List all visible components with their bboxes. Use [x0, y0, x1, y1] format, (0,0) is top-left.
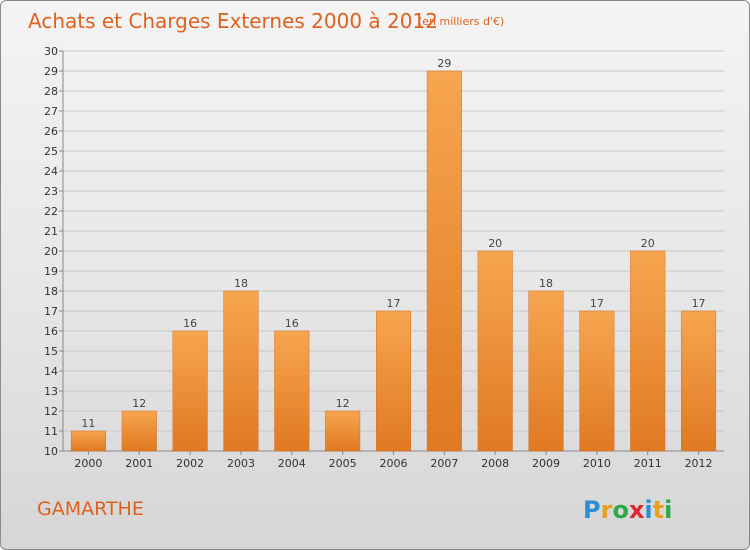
- y-tick-label: 15: [44, 345, 58, 358]
- y-tick-label: 17: [44, 305, 58, 318]
- y-tick-label: 10: [44, 445, 58, 458]
- y-tick-label: 21: [44, 225, 58, 238]
- x-tick-label-2000: 2000: [74, 457, 102, 470]
- chart-subtitle: (en milliers d'€): [418, 15, 504, 28]
- bar-2007: [426, 70, 462, 452]
- data-label-2002: 16: [183, 317, 197, 330]
- logo-letter: i: [644, 496, 652, 524]
- x-tick-label-2005: 2005: [329, 457, 357, 470]
- data-label-2005: 12: [336, 397, 350, 410]
- y-tick-label: 25: [44, 145, 58, 158]
- proxiti-logo: Proxiti: [583, 496, 672, 524]
- y-tick-label: 30: [44, 45, 58, 58]
- bar-2009: [528, 290, 564, 452]
- y-tick-label: 29: [44, 65, 58, 78]
- y-tick-label: 12: [44, 405, 58, 418]
- chart-title: Achats et Charges Externes 2000 à 2012: [28, 9, 438, 33]
- bar-2003: [223, 290, 259, 452]
- bar-2004: [274, 330, 310, 452]
- x-tick-label-2006: 2006: [380, 457, 408, 470]
- x-tick-label-2008: 2008: [481, 457, 509, 470]
- bar-2012: [681, 310, 717, 452]
- bar-2010: [579, 310, 615, 452]
- y-tick-label: 14: [44, 365, 58, 378]
- x-tick-label-2002: 2002: [176, 457, 204, 470]
- y-tick-label: 16: [44, 325, 58, 338]
- x-tick-label-2010: 2010: [583, 457, 611, 470]
- logo-letter: t: [653, 496, 664, 524]
- data-label-2010: 17: [590, 297, 604, 310]
- y-tick-label: 23: [44, 185, 58, 198]
- y-tick-label: 20: [44, 245, 58, 258]
- data-label-2001: 12: [132, 397, 146, 410]
- x-tick-label-2012: 2012: [685, 457, 713, 470]
- y-tick-label: 28: [44, 85, 58, 98]
- data-label-2006: 17: [387, 297, 401, 310]
- bar-2008: [477, 250, 513, 452]
- y-tick-label: 13: [44, 385, 58, 398]
- y-tick-label: 26: [44, 125, 58, 138]
- x-tick-label-2007: 2007: [430, 457, 458, 470]
- logo-letter: o: [612, 496, 629, 524]
- data-label-2003: 18: [234, 277, 248, 290]
- bar-2002: [172, 330, 208, 452]
- y-tick-label: 19: [44, 265, 58, 278]
- bar-2011: [630, 250, 666, 452]
- data-label-2007: 29: [437, 57, 451, 70]
- y-tick-label: 11: [44, 425, 58, 438]
- data-label-2009: 18: [539, 277, 553, 290]
- logo-letter: r: [601, 496, 613, 524]
- y-tick-label: 22: [44, 205, 58, 218]
- data-label-2011: 20: [641, 237, 655, 250]
- data-label-2008: 20: [488, 237, 502, 250]
- data-label-2012: 17: [692, 297, 706, 310]
- bar-2000: [70, 430, 106, 452]
- bar-layer: [70, 70, 717, 452]
- x-tick-label-2004: 2004: [278, 457, 306, 470]
- bar-2001: [121, 410, 157, 452]
- axis-layer: 10 11 12 13 14 15 16 17 18 19 20 21 22 23 24 25 26 27 28 29…: [44, 45, 724, 470]
- y-tick-label: 24: [44, 165, 58, 178]
- logo-letter: P: [583, 496, 601, 524]
- bar-2006: [375, 310, 412, 452]
- label-layer: 11 12 16 18 16 12 17 29 20 18 17 20 17: [81, 57, 705, 430]
- logo-letter: i: [664, 496, 672, 524]
- data-label-2000: 11: [81, 417, 95, 430]
- data-label-2004: 16: [285, 317, 299, 330]
- y-tick-label: 18: [44, 285, 58, 298]
- x-tick-label-2001: 2001: [125, 457, 153, 470]
- commune-name: GAMARTHE: [37, 498, 144, 520]
- x-tick-label-2009: 2009: [532, 457, 560, 470]
- x-tick-label-2003: 2003: [227, 457, 255, 470]
- x-tick-label-2011: 2011: [634, 457, 662, 470]
- y-tick-label: 27: [44, 105, 58, 118]
- logo-letter: x: [629, 496, 645, 524]
- bar-2005: [325, 410, 361, 452]
